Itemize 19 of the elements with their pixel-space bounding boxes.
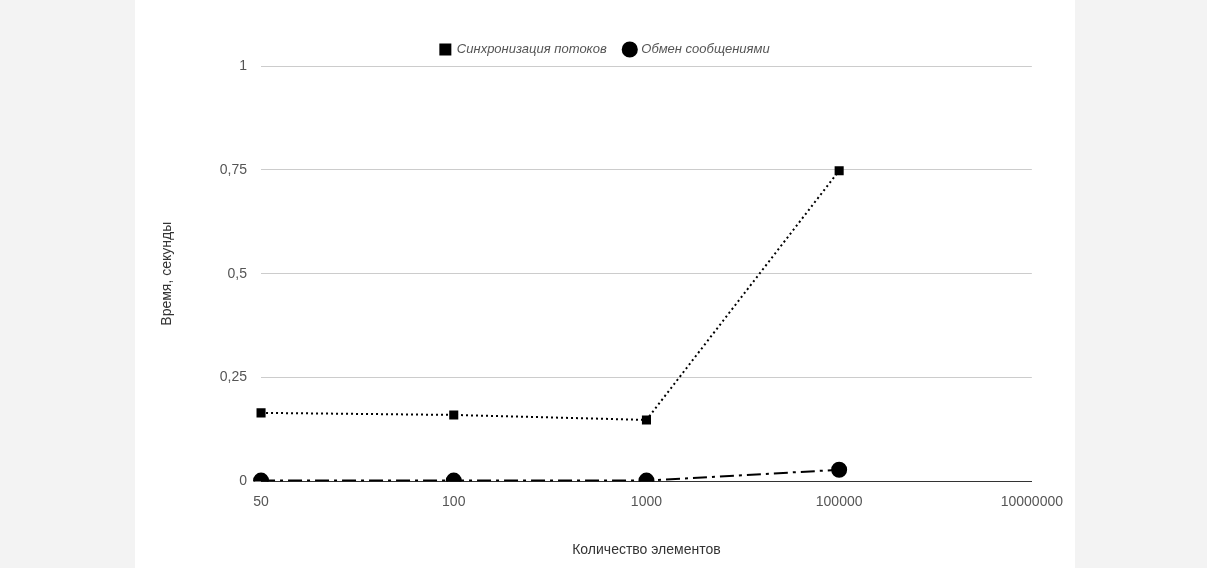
y-axis-title: Время, секунды	[158, 221, 175, 326]
y-tick-label: 0,25	[219, 368, 248, 385]
x-tick-label: 10000000	[1000, 492, 1064, 509]
x-tick-label: 100000	[815, 492, 863, 509]
y-tick-label: 0	[239, 472, 248, 489]
y-tick-label: 0,75	[219, 160, 248, 177]
x-tick-label: 50	[253, 492, 270, 509]
point	[449, 410, 459, 420]
x-tick-label: 100	[442, 492, 466, 509]
legend-label: Обмен сообщениями	[641, 41, 770, 57]
x-tick-label: 1000	[630, 492, 663, 509]
point	[256, 408, 266, 418]
point	[641, 415, 651, 425]
x-axis-title: Количество элементов	[572, 541, 721, 558]
point	[834, 166, 844, 176]
legend-label: Синхронизация потоков	[456, 41, 607, 57]
point	[831, 461, 848, 478]
y-tick-label: 0,5	[227, 264, 248, 281]
y-tick-label: 1	[239, 56, 248, 73]
